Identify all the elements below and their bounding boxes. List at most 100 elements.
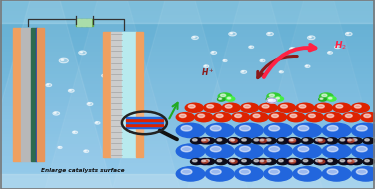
Circle shape (95, 122, 100, 124)
Circle shape (198, 114, 205, 118)
Circle shape (352, 160, 357, 162)
Circle shape (318, 139, 325, 143)
Circle shape (203, 159, 215, 165)
Circle shape (264, 144, 292, 158)
Circle shape (110, 140, 115, 143)
Circle shape (235, 144, 263, 158)
Circle shape (345, 159, 357, 165)
Circle shape (264, 167, 292, 181)
Circle shape (242, 71, 244, 72)
Circle shape (269, 125, 279, 131)
Circle shape (326, 138, 338, 144)
Circle shape (269, 169, 279, 174)
Circle shape (217, 160, 222, 162)
Circle shape (274, 97, 284, 101)
Circle shape (235, 123, 263, 138)
Circle shape (206, 123, 234, 138)
Circle shape (212, 52, 214, 53)
Circle shape (348, 139, 354, 143)
Circle shape (223, 59, 227, 62)
Circle shape (228, 138, 240, 144)
Circle shape (87, 102, 93, 105)
Circle shape (199, 159, 211, 165)
Circle shape (314, 103, 332, 112)
Polygon shape (0, 0, 112, 189)
Circle shape (279, 139, 283, 141)
Circle shape (35, 52, 38, 53)
Circle shape (84, 150, 89, 153)
Circle shape (260, 139, 267, 143)
Circle shape (267, 93, 280, 100)
Text: H$^+$: H$^+$ (201, 66, 215, 78)
Circle shape (260, 160, 264, 162)
Circle shape (218, 93, 232, 100)
Circle shape (228, 159, 240, 165)
Circle shape (217, 139, 222, 141)
Circle shape (259, 103, 277, 112)
Circle shape (264, 138, 276, 144)
Circle shape (345, 32, 352, 36)
Circle shape (290, 160, 293, 162)
Circle shape (352, 139, 357, 141)
Bar (21, 28, 31, 161)
Circle shape (351, 123, 375, 138)
Circle shape (192, 160, 197, 162)
Circle shape (231, 139, 235, 141)
Circle shape (338, 159, 350, 165)
Circle shape (327, 114, 334, 118)
Circle shape (277, 138, 289, 144)
Circle shape (192, 139, 197, 141)
Circle shape (176, 167, 205, 181)
Circle shape (314, 138, 326, 144)
Circle shape (290, 48, 296, 51)
Circle shape (266, 139, 271, 141)
Circle shape (203, 138, 215, 144)
Circle shape (322, 167, 351, 181)
Circle shape (356, 169, 367, 174)
Polygon shape (188, 0, 322, 189)
Circle shape (230, 33, 232, 34)
Circle shape (79, 51, 86, 55)
Circle shape (226, 97, 235, 101)
Circle shape (314, 159, 326, 165)
Circle shape (240, 125, 250, 131)
Circle shape (231, 160, 235, 162)
Circle shape (176, 123, 205, 138)
Circle shape (319, 139, 322, 141)
Circle shape (244, 105, 250, 108)
Circle shape (348, 160, 354, 163)
Circle shape (227, 159, 239, 165)
Circle shape (328, 139, 332, 141)
Circle shape (206, 144, 234, 158)
Circle shape (356, 125, 367, 131)
Circle shape (272, 114, 278, 118)
Circle shape (213, 113, 231, 122)
Circle shape (230, 160, 234, 162)
Circle shape (326, 159, 338, 165)
Circle shape (336, 105, 343, 108)
Circle shape (252, 159, 264, 165)
Circle shape (231, 160, 237, 163)
Circle shape (345, 114, 352, 118)
Circle shape (267, 98, 270, 99)
Circle shape (46, 84, 52, 87)
Circle shape (227, 97, 231, 99)
Circle shape (24, 71, 26, 72)
Circle shape (290, 114, 297, 118)
Circle shape (225, 105, 232, 108)
Circle shape (291, 48, 292, 49)
Bar (76, 19, 93, 26)
Circle shape (257, 138, 269, 144)
Circle shape (327, 125, 338, 131)
Circle shape (298, 146, 309, 152)
Circle shape (309, 37, 311, 38)
Circle shape (215, 159, 227, 165)
Circle shape (235, 167, 263, 181)
Circle shape (54, 112, 56, 113)
Circle shape (267, 98, 277, 103)
Circle shape (316, 159, 328, 165)
Bar (13, 28, 21, 161)
Circle shape (269, 94, 274, 97)
Circle shape (327, 97, 336, 101)
Circle shape (296, 103, 314, 112)
